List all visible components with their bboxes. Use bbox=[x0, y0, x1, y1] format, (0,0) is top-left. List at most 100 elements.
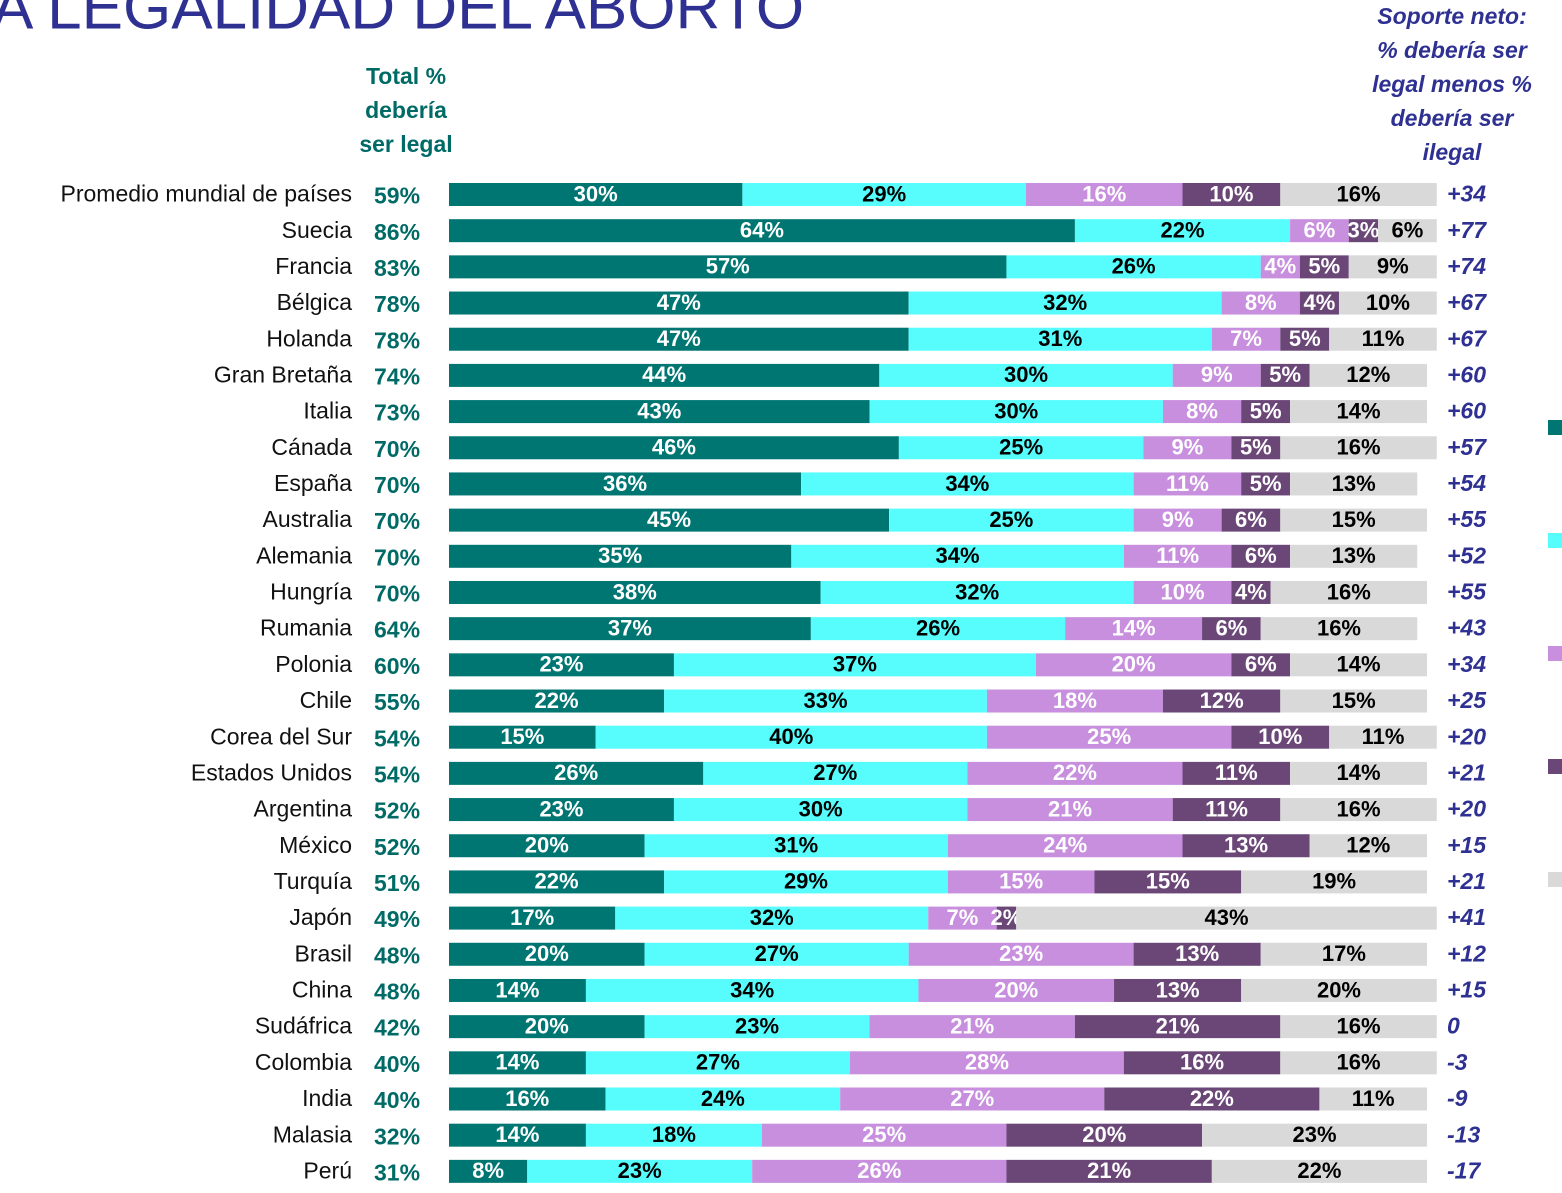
segment-label: 9% bbox=[1162, 507, 1194, 532]
bar-segment bbox=[1231, 580, 1271, 604]
segment-label: 27% bbox=[696, 1050, 740, 1075]
bar-segment bbox=[1290, 472, 1418, 496]
total-label: 86% bbox=[374, 219, 420, 245]
bar-segment bbox=[1104, 1087, 1320, 1111]
net-label: +60 bbox=[1447, 398, 1486, 424]
segment-label: 37% bbox=[608, 615, 652, 640]
segment-label: 30% bbox=[799, 796, 843, 821]
bar-segment bbox=[449, 761, 704, 785]
segment-label: 16% bbox=[1337, 181, 1381, 206]
row-label: España bbox=[274, 470, 352, 496]
segment-label: 23% bbox=[618, 1158, 662, 1183]
net-label: +12 bbox=[1447, 940, 1486, 966]
bar-segment bbox=[673, 653, 1036, 677]
segment-label: 5% bbox=[1308, 254, 1340, 279]
segment-label: 14% bbox=[1337, 760, 1381, 785]
bar-segment bbox=[673, 798, 968, 822]
bar-segment bbox=[820, 580, 1134, 604]
bar-segment bbox=[1241, 978, 1437, 1002]
bar-segment bbox=[644, 942, 909, 966]
bar-segment bbox=[1182, 834, 1310, 858]
segment-label: 13% bbox=[1156, 977, 1200, 1002]
segment-label: 20% bbox=[525, 833, 569, 858]
bar-segment bbox=[449, 798, 674, 822]
net-label: -3 bbox=[1447, 1049, 1468, 1075]
row-label: China bbox=[292, 977, 352, 1003]
row-label: Turquía bbox=[274, 868, 353, 894]
segment-label: 11% bbox=[1362, 724, 1405, 749]
bar-segment bbox=[644, 834, 948, 858]
bar-segment bbox=[1006, 255, 1261, 279]
segment-label: 11% bbox=[1205, 796, 1248, 821]
segment-label: 3% bbox=[1348, 217, 1380, 242]
total-label: 70% bbox=[374, 544, 420, 570]
net-header: debería ser bbox=[1391, 105, 1515, 131]
row-label: Alemania bbox=[256, 542, 352, 568]
total-header: ser legal bbox=[359, 131, 452, 157]
bar-segment bbox=[840, 1087, 1105, 1111]
segment-label: 8% bbox=[1245, 290, 1277, 315]
total-label: 70% bbox=[374, 436, 420, 462]
bar-segment bbox=[664, 870, 948, 894]
row-label: Gran Bretaña bbox=[214, 361, 352, 387]
net-label: +34 bbox=[1447, 651, 1486, 677]
bar-segment bbox=[1074, 1015, 1281, 1039]
segment-label: 16% bbox=[1317, 615, 1361, 640]
segment-label: 14% bbox=[1337, 652, 1381, 677]
row-label: Rumania bbox=[260, 615, 352, 641]
bar-segment bbox=[664, 689, 987, 713]
total-label: 31% bbox=[374, 1159, 420, 1185]
segment-label: 5% bbox=[1250, 471, 1282, 496]
legend-swatch bbox=[1548, 646, 1562, 661]
bar-segment bbox=[1133, 472, 1242, 496]
bar-segment bbox=[801, 472, 1134, 496]
segment-label: 6% bbox=[1304, 217, 1336, 242]
net-label: +67 bbox=[1447, 325, 1487, 351]
bar-segment bbox=[1280, 689, 1427, 713]
bar-segment bbox=[869, 400, 1163, 424]
bar-segment bbox=[585, 978, 919, 1002]
bar-segment bbox=[1299, 255, 1349, 279]
segment-label: 10% bbox=[1366, 290, 1410, 315]
row-label: Australia bbox=[263, 506, 353, 532]
total-label: 60% bbox=[374, 653, 420, 679]
segment-label: 12% bbox=[1346, 833, 1390, 858]
bar-segment bbox=[1280, 1015, 1437, 1039]
bar-segment bbox=[986, 689, 1163, 713]
bar-segment bbox=[1290, 653, 1427, 677]
bar-segment bbox=[1260, 942, 1427, 966]
bar-segment bbox=[449, 400, 870, 424]
bar-segment bbox=[449, 617, 811, 641]
segment-label: 22% bbox=[1160, 217, 1204, 242]
total-label: 42% bbox=[374, 1015, 420, 1041]
bar-segment bbox=[449, 255, 1007, 279]
bar-segment bbox=[1182, 183, 1281, 206]
bar-segment bbox=[1270, 580, 1427, 604]
segment-label: 34% bbox=[945, 471, 989, 496]
segment-label: 16% bbox=[1337, 1013, 1381, 1038]
row-label: Estados Unidos bbox=[191, 759, 352, 785]
total-label: 64% bbox=[374, 617, 420, 643]
bar-segment bbox=[449, 1123, 586, 1147]
net-label: 0 bbox=[1447, 1013, 1460, 1039]
total-label: 55% bbox=[374, 689, 420, 715]
bar-segment bbox=[449, 472, 802, 496]
bar-segment bbox=[527, 1159, 753, 1183]
bar-segment bbox=[1231, 436, 1281, 460]
segment-label: 27% bbox=[755, 941, 799, 966]
bar-segment bbox=[1221, 508, 1281, 532]
bar-segment bbox=[449, 1159, 528, 1183]
row-label: Cánada bbox=[271, 434, 352, 460]
bar-segment bbox=[1231, 653, 1291, 677]
segment-label: 20% bbox=[1317, 977, 1361, 1002]
bar-segment bbox=[1202, 617, 1261, 641]
bar-segment bbox=[1211, 1159, 1427, 1183]
total-label: 48% bbox=[374, 942, 420, 968]
row-label: Suecia bbox=[282, 217, 353, 243]
bar-segment bbox=[449, 906, 616, 930]
bar-segment bbox=[1035, 653, 1232, 677]
segment-label: 9% bbox=[1201, 362, 1233, 387]
bar-segment bbox=[449, 508, 890, 532]
row-label: Chile bbox=[300, 687, 352, 713]
bar-segment bbox=[1231, 725, 1330, 749]
